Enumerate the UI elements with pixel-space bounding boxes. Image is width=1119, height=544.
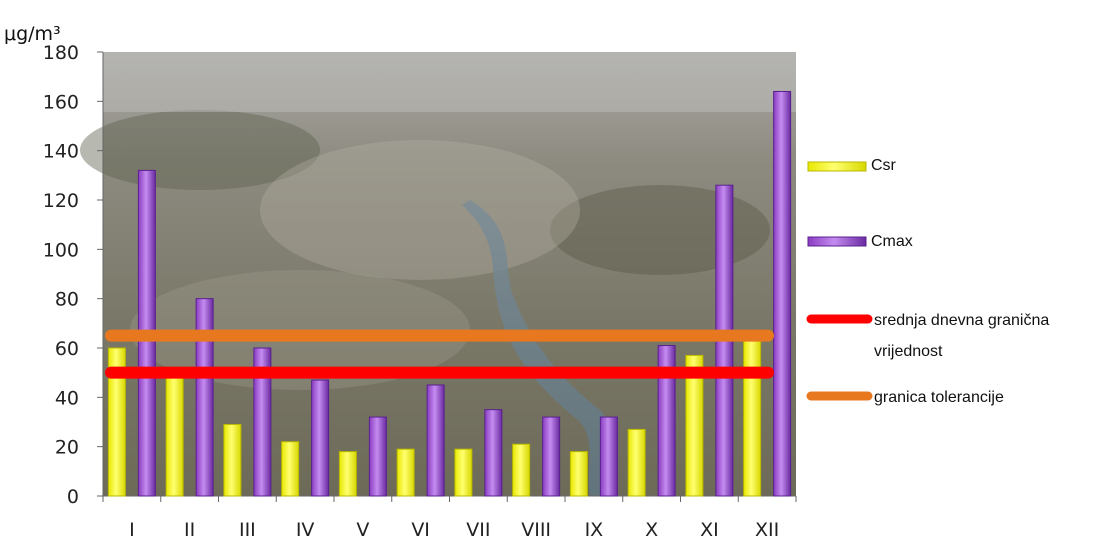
bar-csr-XII	[744, 336, 761, 496]
y-tick-label: 80	[55, 289, 79, 311]
x-tick-label: XII	[755, 519, 779, 541]
bar-cmax-IX	[600, 417, 617, 496]
bar-cmax-VIII	[543, 417, 560, 496]
bar-csr-VI	[397, 449, 414, 496]
photo-haze	[103, 52, 796, 112]
legend-label-cmax: Cmax	[871, 233, 913, 250]
legend-label-csr: Csr	[871, 157, 897, 174]
bar-csr-IX	[570, 452, 587, 496]
x-tick-label: VII	[466, 519, 490, 541]
legend: Csr Cmax srednja dnevna granična vrijednost…	[808, 157, 1049, 406]
y-axis-unit-label: μg/m³	[4, 23, 61, 45]
legend-label-limit-line1: srednja dnevna granična	[874, 312, 1049, 329]
bar-csr-VII	[455, 449, 472, 496]
y-tick-label: 100	[43, 239, 79, 261]
bar-cmax-XII	[774, 91, 791, 496]
bar-csr-X	[628, 429, 645, 496]
x-tick-label: XI	[700, 519, 719, 541]
legend-swatch-cmax	[808, 237, 866, 246]
y-tick-label: 120	[43, 190, 79, 212]
y-tick-label: 60	[55, 338, 79, 360]
bar-csr-II	[166, 378, 183, 496]
x-tick-label: III	[239, 519, 256, 541]
bar-cmax-VI	[427, 385, 444, 496]
x-tick-label: VIII	[521, 519, 551, 541]
bar-csr-IV	[282, 442, 299, 496]
x-tick-label: I	[129, 519, 135, 541]
y-tick-label: 140	[43, 141, 79, 163]
photo-district	[260, 140, 580, 280]
bar-csr-VIII	[513, 444, 530, 496]
y-tick-label: 160	[43, 91, 79, 113]
bar-csr-III	[224, 424, 241, 496]
y-tick-label: 0	[67, 486, 79, 508]
x-tick-label: IV	[296, 519, 315, 541]
legend-label-limit-line2: vrijednost	[874, 343, 943, 360]
photo-hill-right	[550, 185, 770, 275]
x-tick-label: IX	[585, 519, 604, 541]
x-tick-label: VI	[411, 519, 430, 541]
bar-cmax-II	[196, 299, 213, 496]
y-tick-label: 180	[43, 42, 79, 64]
legend-label-tolerance: granica tolerancije	[874, 389, 1004, 406]
bar-cmax-IV	[312, 380, 329, 496]
bar-cmax-V	[369, 417, 386, 496]
y-tick-label: 20	[55, 437, 79, 459]
bar-csr-V	[339, 452, 356, 496]
y-tick-label: 40	[55, 387, 79, 409]
x-tick-label: X	[645, 519, 658, 541]
x-tick-label: V	[356, 519, 369, 541]
bar-cmax-VII	[485, 410, 502, 496]
legend-swatch-csr	[808, 162, 866, 171]
x-tick-label: II	[184, 519, 195, 541]
